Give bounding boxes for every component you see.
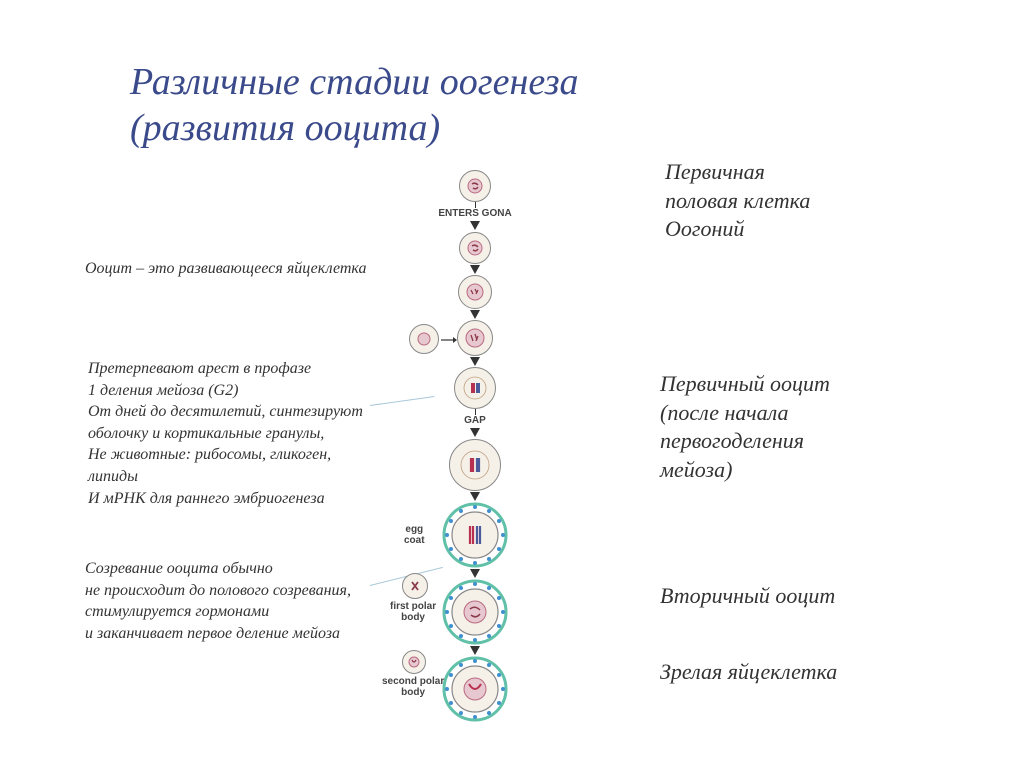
arrow-icon [470, 221, 480, 230]
note-maturation: Созревание ооцита обычно не происходит д… [85, 558, 351, 644]
first-polar-label: first polar body [390, 601, 436, 623]
nucleus-icon [416, 331, 432, 347]
first-polar-body [402, 573, 428, 599]
second-polar-body [402, 650, 426, 674]
label-mature-egg: Зрелая яйцеклетка [660, 658, 837, 687]
arrow-icon [470, 492, 480, 501]
note-arrest: Претерпевают арест в профазе 1 деления м… [88, 358, 363, 509]
polar-icon [407, 655, 421, 669]
coat-icon [442, 579, 508, 645]
polar-icon [407, 578, 423, 594]
page-title: Различные стадии оогенеза (развития ооци… [130, 60, 579, 151]
cell-secondary-oocyte [442, 579, 508, 645]
cell-with-coat [442, 502, 508, 568]
cell-primary-oocyte [454, 367, 496, 409]
gap-label: GAP [464, 415, 486, 426]
coat-icon [442, 656, 508, 722]
nucleus-icon [464, 327, 486, 349]
arrow-icon [470, 265, 480, 274]
enters-gona-label: ENTERS GONA [438, 208, 511, 219]
chromosomes-icon [462, 375, 488, 401]
title-line1: Различные стадии оогенеза [130, 61, 579, 103]
title-line2: (развития ооцита) [130, 107, 440, 149]
cell-primary-enter [457, 320, 493, 356]
label-primordial: Первичная половая клетка Оогоний [665, 158, 810, 244]
cell-oogonium-2 [458, 275, 492, 309]
cell-side [409, 324, 439, 354]
arrow-icon [470, 310, 480, 319]
cell-primary-oocyte-2 [449, 439, 501, 491]
branch-arrow-icon [439, 334, 459, 346]
chromosomes-icon [458, 448, 492, 482]
arrow-icon [470, 569, 480, 578]
nucleus-icon [466, 177, 484, 195]
label-primary-oocyte: Первичный ооцит (после начала первогодел… [660, 370, 830, 484]
arrow-icon [470, 428, 480, 437]
nucleus-icon [465, 282, 485, 302]
cell-oogonium [459, 232, 491, 264]
coat-icon [442, 502, 508, 568]
oogenesis-diagram: ENTERS GONA [395, 170, 555, 722]
arrow-icon [470, 357, 480, 366]
label-secondary-oocyte: Вторичный ооцит [660, 582, 835, 611]
cell-primordial [459, 170, 491, 202]
arrow-icon [470, 646, 480, 655]
egg-coat-label: egg coat [404, 524, 425, 546]
cell-mature-egg [442, 656, 508, 722]
note-definition: Ооцит – это развивающееся яйцеклетка [85, 258, 366, 280]
nucleus-icon [466, 239, 484, 257]
second-polar-label: second polar body [382, 676, 444, 698]
